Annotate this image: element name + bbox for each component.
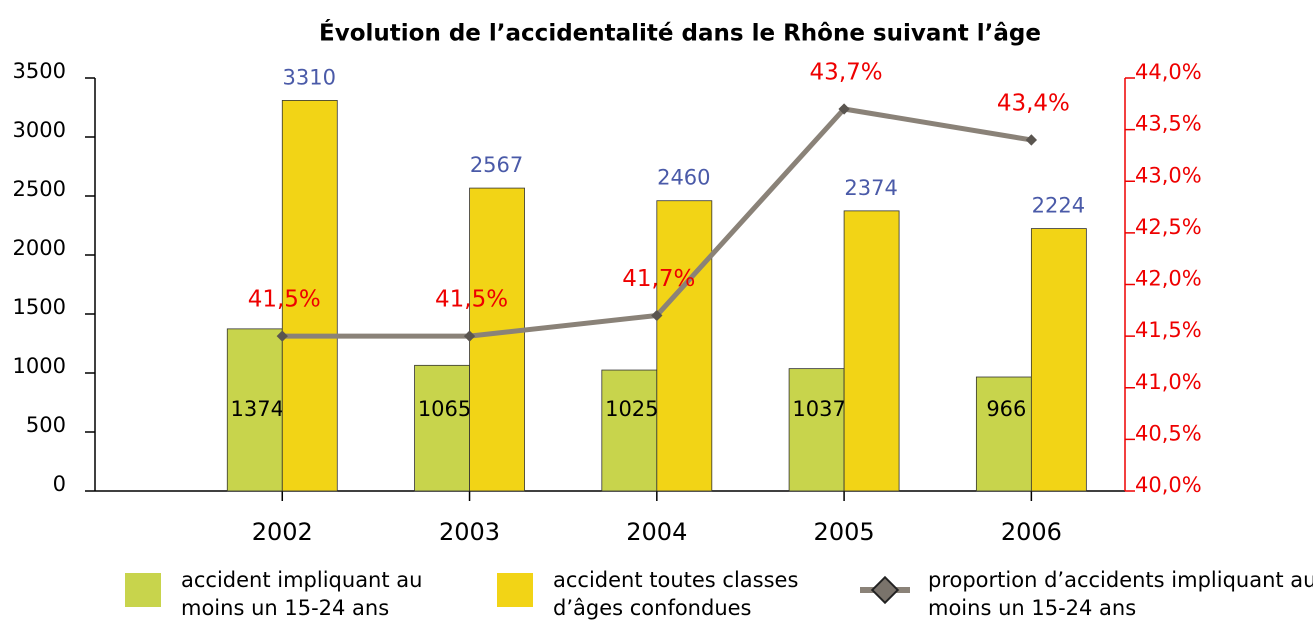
chart: Évolution de l’accidentalité dans le Rhô… [13, 19, 1202, 547]
legend-swatch [860, 573, 910, 607]
y-tick-label: 1000 [13, 354, 66, 378]
y-tick-label: 2500 [13, 177, 66, 201]
data-label: 3310 [283, 65, 336, 89]
x-tick-label: 2002 [252, 518, 313, 546]
data-label: 43,4% [997, 90, 1070, 116]
x-tick-label: 2005 [814, 518, 875, 546]
line-marker [463, 330, 476, 342]
legend-label: accident impliquant au moins un 15-24 an… [181, 568, 423, 620]
data-label: 1037 [792, 397, 845, 421]
y2-tick-label: 44,0% [1135, 60, 1202, 84]
y-tick-label: 1500 [13, 295, 66, 319]
y2-tick-label: 40,0% [1135, 473, 1202, 497]
bar [788, 368, 845, 492]
data-label: 2224 [1032, 194, 1085, 218]
x-tick-label: 2006 [1001, 518, 1062, 546]
bar [226, 328, 283, 492]
y-tick-label: 0 [53, 472, 66, 496]
y2-tick-label: 41,5% [1135, 318, 1202, 342]
bar [656, 200, 713, 492]
y2-tick-label: 42,5% [1135, 215, 1202, 239]
data-label: 1065 [418, 397, 471, 421]
legend-swatch [125, 573, 161, 607]
legend-swatch [497, 573, 533, 607]
bar [601, 369, 658, 492]
data-label: 2460 [657, 166, 710, 190]
data-label: 41,5% [435, 287, 508, 313]
y-tick-label: 3000 [13, 118, 66, 142]
legend-item: accident toutes classes d’âges confondue… [497, 566, 843, 622]
bar [1030, 228, 1087, 492]
line-marker [651, 309, 663, 322]
y-tick-label: 3500 [13, 59, 66, 83]
x-tick-label: 2003 [439, 518, 500, 546]
y-tick-label: 2000 [13, 236, 66, 260]
bar [469, 187, 525, 492]
y2-tick-label: 40,5% [1135, 421, 1202, 445]
data-label: 2374 [844, 176, 897, 200]
line-marker [1025, 134, 1038, 146]
y-tick-label: 500 [26, 413, 66, 437]
y2-tick-label: 42,0% [1135, 267, 1202, 291]
legend-label: proportion d’accidents impliquant au moi… [928, 568, 1313, 620]
data-label: 2567 [470, 153, 523, 177]
line-marker [276, 330, 288, 342]
chart-title: Évolution de l’accidentalité dans le Rhô… [319, 19, 1041, 47]
legend-item: accident impliquant au moins un 15-24 an… [125, 566, 441, 622]
data-label: 1374 [231, 397, 284, 421]
bar [843, 210, 900, 492]
bar [281, 100, 338, 492]
data-label: 43,7% [810, 59, 883, 85]
data-label: 966 [986, 397, 1026, 421]
x-tick-label: 2004 [626, 518, 687, 546]
legend-label: accident toutes classes d’âges confondue… [553, 568, 799, 620]
y2-tick-label: 43,0% [1135, 163, 1202, 187]
bar [414, 364, 470, 492]
y2-tick-label: 43,5% [1135, 112, 1202, 136]
data-label: 1025 [605, 397, 658, 421]
data-label: 41,5% [248, 287, 321, 313]
legend-item: proportion d’accidents impliquant au moi… [860, 566, 1313, 622]
y2-tick-label: 41,0% [1135, 370, 1202, 394]
legend-line [860, 575, 910, 605]
bar [975, 376, 1032, 492]
data-label: 41,7% [622, 266, 695, 292]
